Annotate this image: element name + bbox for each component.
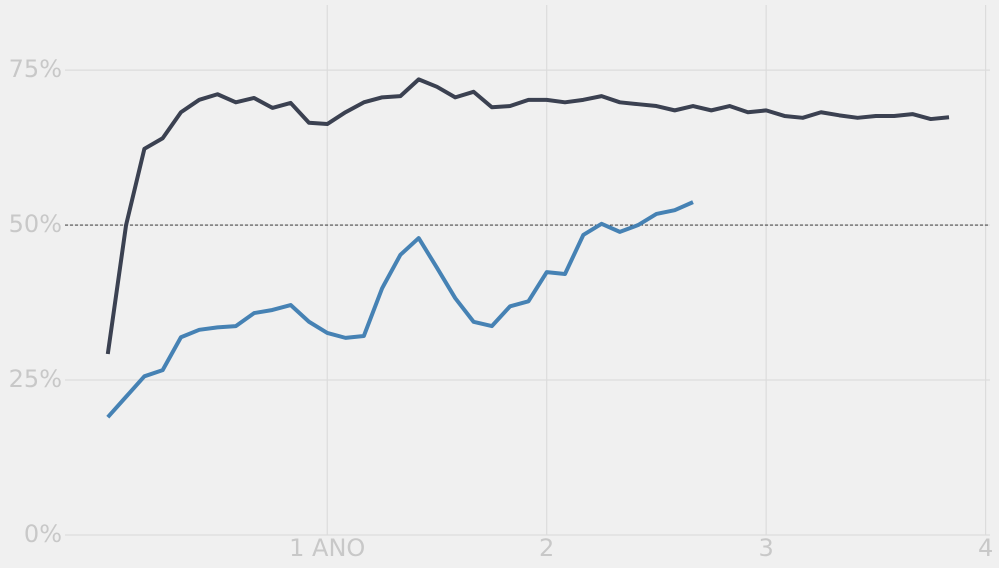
y-tick-label: 50% xyxy=(9,210,62,238)
y-tick-label: 75% xyxy=(9,55,62,83)
series-line xyxy=(106,200,694,419)
y-tick-label: 25% xyxy=(9,365,62,393)
x-tick-label: 3 xyxy=(759,534,774,562)
y-tick-label: 0% xyxy=(24,520,62,548)
x-tick-label: 4 xyxy=(978,534,993,562)
x-tick-label: 1 ANO xyxy=(289,534,365,562)
series-line xyxy=(105,77,950,355)
x-tick-label: 2 xyxy=(539,534,554,562)
